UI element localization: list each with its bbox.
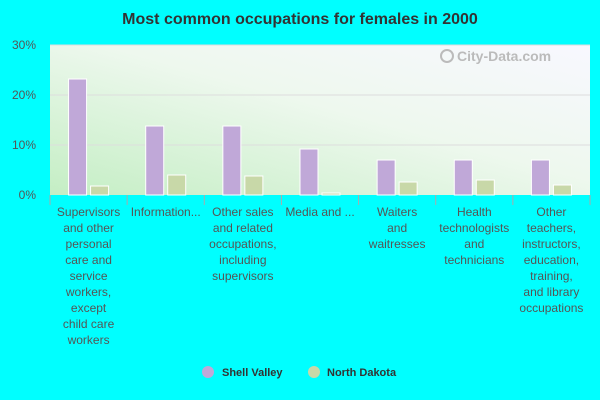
x-category-label: Other teachers, instructors, education, trai…: [519, 205, 583, 315]
bar-north-dakota: [321, 192, 341, 196]
legend: Shell Valley North Dakota: [202, 366, 397, 379]
bar-shell-valley: [530, 159, 550, 196]
y-tick-label: 0%: [19, 188, 37, 202]
x-category-label: Media and ...: [285, 205, 354, 219]
gridlines: [50, 44, 590, 146]
bar-north-dakota: [167, 174, 187, 196]
bar-north-dakota: [398, 181, 418, 196]
x-category-label: Other sales and related occupations, includ…: [209, 205, 276, 283]
legend-swatch: [202, 366, 214, 378]
bar-shell-valley: [145, 125, 165, 196]
bar-north-dakota: [552, 184, 572, 196]
bar-north-dakota: [90, 185, 110, 196]
y-tick-label: 10%: [12, 138, 36, 152]
watermark-text: City-Data.com: [457, 48, 551, 64]
x-axis-categories: Supervisors and other personal care and serv…: [57, 205, 584, 347]
category-separators: [49, 195, 591, 205]
y-tick-label: 30%: [12, 38, 36, 52]
x-category-label: Supervisors and other personal care and serv…: [57, 205, 120, 347]
y-axis-ticks: 0% 10% 20% 30%: [12, 38, 36, 202]
x-category-label: Waiters and waitresses: [368, 205, 426, 251]
x-category-label: Information...: [131, 205, 201, 219]
bar-shell-valley: [68, 78, 88, 196]
y-tick-label: 20%: [12, 88, 36, 102]
bar-shell-valley: [453, 159, 473, 196]
plot-area: [50, 45, 590, 195]
bar-north-dakota: [475, 179, 495, 196]
legend-swatch: [308, 366, 320, 378]
bars: [68, 78, 572, 196]
x-category-label: Health technologists and technicians: [439, 205, 509, 267]
bar-shell-valley: [299, 148, 319, 196]
bar-north-dakota: [244, 175, 264, 196]
legend-label: Shell Valley: [222, 367, 283, 379]
bar-shell-valley: [222, 125, 242, 196]
bar-shell-valley: [376, 159, 396, 196]
watermark: City-Data.com: [440, 48, 551, 64]
watermark-icon: [440, 49, 454, 63]
legend-label: North Dakota: [327, 367, 397, 379]
chart-title: Most common occupations for females in 2…: [122, 11, 478, 28]
